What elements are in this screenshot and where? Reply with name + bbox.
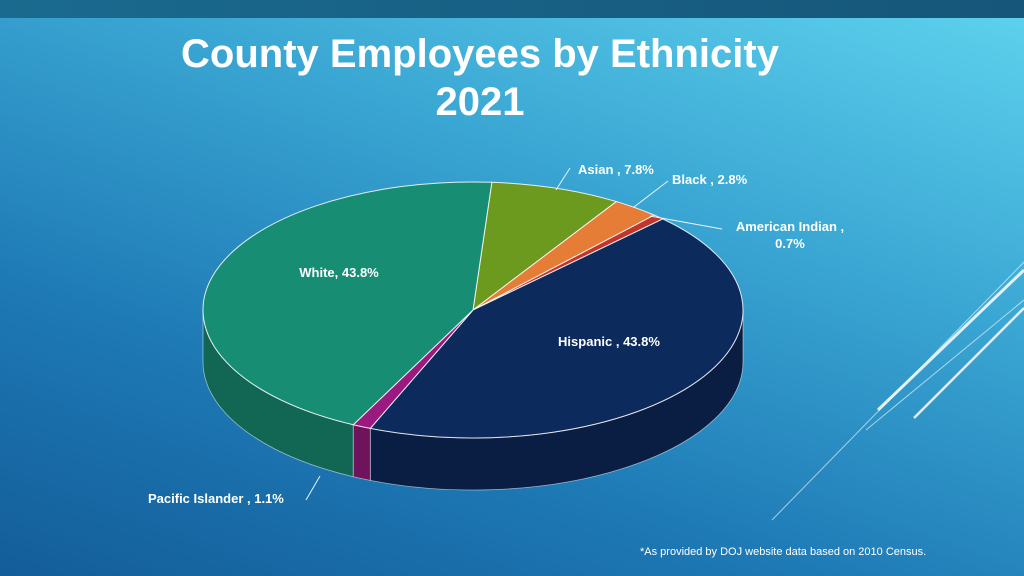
pie-slice-white [202,181,493,426]
pie-slice-hispanic [369,218,744,439]
leader-line-american-indian [649,215,723,230]
leader-lines [305,167,723,501]
top-accent-bar [0,0,1024,18]
data-labels: Asian , 7.8% Black , 2.8% American Indian … [148,162,844,506]
leader-line-black [633,180,669,208]
pie-top-faces [202,181,744,439]
data-label-hispanic: Hispanic , 43.8% [558,334,660,349]
leader-line-asian [555,167,571,191]
decorative-lines [771,261,1024,521]
footnote: *As provided by DOJ website data based o… [640,546,927,558]
data-label-pacific-islander: Pacific Islander , 1.1% [148,491,284,506]
data-label-white: White, 43.8% [299,265,379,280]
data-label-american-indian-line-2: 0.7% [775,236,805,251]
leader-line-pacific-islander [305,475,321,501]
title-line-2: 2021 [435,80,525,124]
data-label-american-indian: American Indian , [736,219,844,234]
title-line-1: County Employees by Ethnicity [181,32,779,76]
data-label-black: Black , 2.8% [672,172,748,187]
pie-side-pacific-islander [352,424,371,481]
data-label-asian: Asian , 7.8% [578,162,654,177]
slide-title: County Employees by Ethnicity 2021 [120,30,840,126]
